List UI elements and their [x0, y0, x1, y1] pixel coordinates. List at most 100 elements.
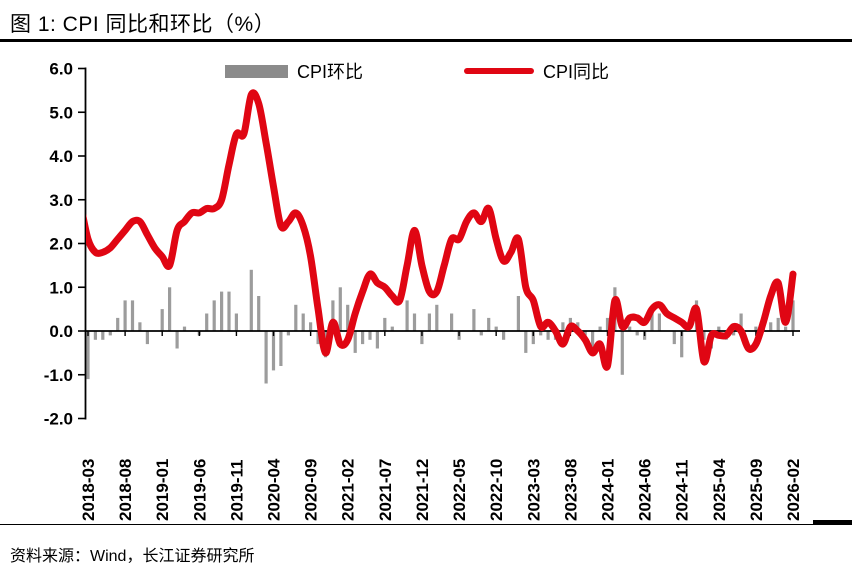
bar — [472, 309, 476, 331]
bar — [591, 331, 595, 353]
legend-item-cpi-mom: CPI环比 — [225, 60, 363, 82]
bar — [539, 331, 543, 336]
x-tick-label: 2025-04 — [710, 458, 729, 521]
bar — [702, 331, 706, 340]
x-tick-label: 2021-02 — [339, 459, 358, 521]
bar — [123, 300, 127, 331]
x-tick-label: 2019-06 — [190, 459, 209, 521]
y-tick-label: 5.0 — [49, 103, 73, 122]
bar — [108, 331, 112, 336]
bar — [754, 326, 758, 331]
y-axis — [78, 67, 87, 420]
legend-line-swatch-icon — [464, 68, 534, 74]
bar — [220, 291, 224, 331]
bar — [353, 331, 357, 353]
bar — [435, 304, 439, 332]
bar — [271, 331, 276, 371]
bar — [309, 322, 313, 332]
x-axis — [85, 330, 800, 336]
bar — [249, 269, 253, 331]
bar — [487, 317, 491, 331]
x-tick-label: 2025-09 — [747, 459, 766, 521]
bar — [316, 331, 320, 345]
bar — [450, 313, 454, 331]
bar — [776, 317, 780, 331]
bar — [420, 331, 424, 345]
legend-label-cpi-mom: CPI环比 — [297, 62, 364, 82]
title-underline-rule — [0, 39, 852, 42]
bar — [338, 287, 342, 332]
bar — [130, 300, 135, 331]
y-tick-label: 0.0 — [49, 322, 73, 341]
x-tick-label: 2024-06 — [636, 459, 655, 521]
x-tick-label: 2022-05 — [450, 459, 469, 521]
x-tick-label: 2020-04 — [265, 458, 284, 521]
y-tick-labels: -2.0 -1.0 0.0 1.0 2.0 3.0 4.0 5.0 6.0 — [44, 60, 73, 429]
bar — [412, 313, 417, 331]
y-tick-label: 1.0 — [49, 278, 73, 297]
bar — [168, 287, 172, 332]
footer-rule-thin — [0, 524, 852, 525]
bar — [93, 331, 97, 340]
x-tick-labels: 2018-03 2018-08 2019-01 2019-06 2019-11 2020-… — [79, 458, 803, 521]
bar — [279, 331, 283, 366]
x-tick-label: 2020-09 — [302, 459, 321, 521]
x-tick-label: 2019-01 — [153, 459, 172, 521]
cpi-mom-bars — [86, 269, 795, 384]
y-tick-label: -2.0 — [44, 410, 73, 429]
bar — [368, 331, 372, 340]
bar — [257, 296, 261, 331]
bar — [479, 331, 483, 336]
bar — [212, 300, 216, 331]
figure-title: 图 1: CPI 同比和环比（%） — [10, 13, 276, 36]
bar — [791, 300, 795, 331]
bar — [605, 317, 610, 331]
x-tick-label: 2024-11 — [673, 460, 692, 521]
x-tick-label: 2018-08 — [116, 459, 135, 521]
bar — [405, 300, 409, 331]
x-tick-label: 2021-07 — [376, 459, 395, 521]
x-tick-label: 2021-12 — [413, 459, 432, 521]
bar — [598, 326, 602, 331]
bar — [784, 326, 788, 331]
x-tick-label: 2023-08 — [561, 459, 580, 521]
bar — [672, 331, 676, 345]
legend-label-cpi-yoy: CPI同比 — [543, 62, 610, 82]
bar — [138, 322, 142, 332]
y-tick-label: 4.0 — [49, 147, 73, 166]
bar — [227, 291, 231, 331]
bar — [294, 304, 298, 332]
bar — [502, 331, 506, 340]
bar — [739, 313, 743, 331]
x-tick-label: 2023-03 — [524, 459, 543, 521]
bar — [494, 326, 498, 331]
bar — [264, 331, 268, 384]
bar — [286, 331, 290, 336]
bar — [628, 326, 632, 331]
cpi-yoy-line — [86, 89, 797, 371]
bar — [561, 322, 565, 332]
bar — [732, 331, 736, 336]
y-tick-label: -1.0 — [44, 366, 73, 385]
x-tick-label: 2022-10 — [487, 459, 506, 521]
x-tick-label: 2018-03 — [79, 459, 98, 521]
bar — [620, 331, 624, 375]
bar — [516, 296, 520, 331]
bar — [383, 317, 387, 331]
bar — [375, 331, 379, 349]
bar — [346, 304, 350, 332]
footer-rule-thick — [813, 520, 852, 525]
bar — [86, 331, 90, 380]
bar — [361, 331, 365, 345]
bar — [205, 313, 209, 331]
bar — [717, 326, 721, 331]
bar — [390, 326, 394, 331]
bar — [145, 331, 149, 345]
bar — [524, 331, 528, 353]
bar — [650, 309, 654, 331]
legend-item-cpi-yoy: CPI同比 — [464, 60, 609, 82]
bar — [331, 300, 335, 331]
bar — [116, 317, 120, 331]
x-tick-label: 2024-01 — [599, 459, 618, 521]
